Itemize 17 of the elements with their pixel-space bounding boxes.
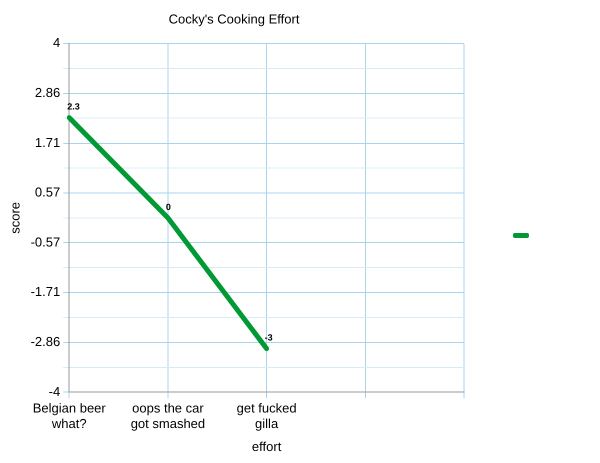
x-tick-label: oops the car got smashed: [130, 400, 206, 432]
y-tick-label: 0.57: [34, 184, 60, 200]
y-axis-title: score: [7, 202, 22, 234]
data-label: 0: [166, 202, 171, 212]
y-tick-label: -1.71: [30, 284, 60, 299]
chart-title: Cocky's Cooking Effort: [168, 11, 300, 26]
y-tick-label: 4: [52, 35, 60, 50]
data-label: -3: [264, 332, 273, 343]
data-label: 2.3: [67, 102, 80, 112]
x-tick-label: get fucked gilla: [236, 400, 297, 432]
x-tick-label: Belgian beer what?: [32, 400, 106, 432]
y-tick-label: 2.86: [34, 84, 60, 100]
y-tick-label: -0.57: [30, 234, 60, 250]
y-tick-label: 1.71: [34, 134, 60, 150]
x-axis-title: effort: [252, 438, 282, 454]
y-tick-label: -4: [48, 384, 60, 399]
y-tick-label: -2.86: [30, 334, 60, 350]
